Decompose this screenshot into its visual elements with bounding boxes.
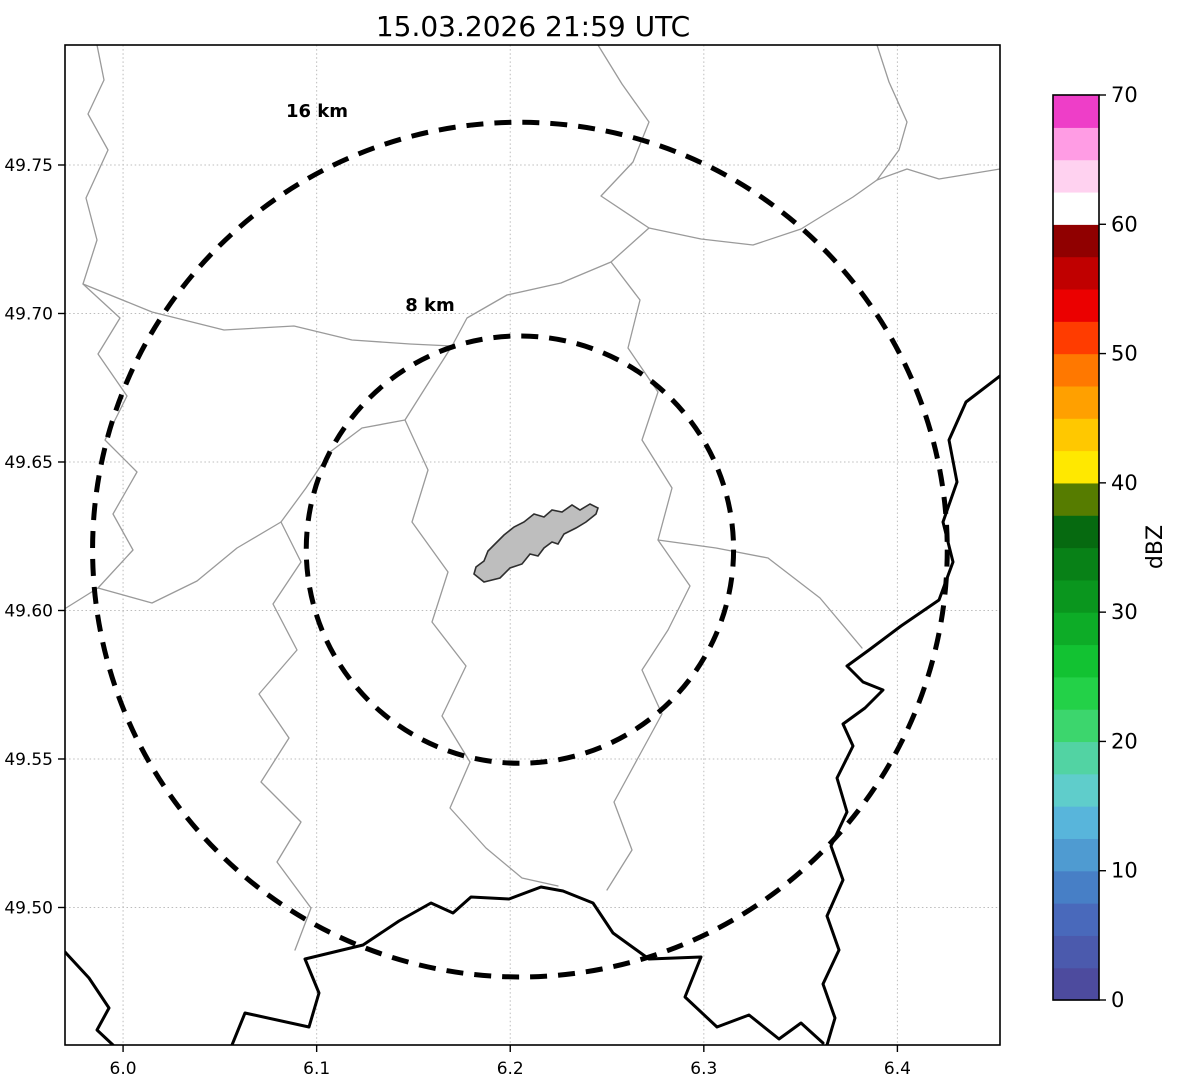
- y-tick-label: 49.60: [4, 601, 53, 621]
- colorbar-band: [1053, 967, 1099, 1001]
- plot-frame: [64, 44, 1001, 1046]
- colorbar-band: [1053, 547, 1099, 581]
- x-tick-label: 6.0: [110, 1059, 137, 1079]
- y-tick-label: 49.65: [4, 453, 53, 473]
- colorbar-tick-label: 10: [1111, 859, 1138, 883]
- axis-ticks: 6.0 6.1 6.2 6.3 6.4 49.75 49.70 49.65 49.60 49.55…: [4, 156, 911, 1079]
- range-ring-circle: [303, 333, 737, 766]
- colorbar-label: dBZ: [1143, 525, 1168, 569]
- colorbar-tick-label: 0: [1111, 988, 1124, 1012]
- colorbar-band: [1053, 418, 1099, 452]
- colorbar-band: [1053, 224, 1099, 258]
- colorbar-band: [1053, 644, 1099, 678]
- colorbar-band: [1053, 838, 1099, 872]
- colorbar-tick-label: 40: [1111, 471, 1138, 495]
- gridlines: [65, 45, 1000, 1045]
- minor-boundary-line: [606, 261, 691, 891]
- colorbar-band: [1053, 191, 1099, 225]
- minor-boundary-line: [648, 168, 1000, 246]
- colorbar-band: [1053, 903, 1099, 936]
- colorbar-band: [1053, 159, 1099, 193]
- colorbar-band: [1053, 256, 1099, 290]
- colorbar-band: [1053, 95, 1099, 128]
- colorbar-band: [1053, 288, 1099, 322]
- y-tick-label: 49.50: [4, 898, 53, 918]
- x-tick-label: 6.2: [497, 1059, 524, 1079]
- country-border-line: [821, 374, 1000, 1045]
- colorbar-band: [1053, 676, 1099, 710]
- minor-boundary-line: [258, 521, 312, 951]
- minor-boundary-line: [404, 419, 559, 887]
- range-ring-label: 8 km: [405, 295, 455, 316]
- colorbar-band: [1053, 450, 1099, 484]
- x-tick-label: 6.3: [690, 1059, 717, 1079]
- x-tick-label: 6.4: [884, 1059, 911, 1079]
- y-tick-label: 49.70: [4, 304, 53, 324]
- city-boundary-polygon: [473, 503, 599, 583]
- minor-boundary-line: [65, 45, 138, 609]
- country-border-line: [65, 950, 115, 1045]
- colorbar-tick-label: 50: [1111, 342, 1138, 366]
- range-ring-circle: [90, 119, 950, 980]
- colorbar-band: [1053, 515, 1099, 549]
- colorbar-band: [1053, 935, 1099, 969]
- y-tick-label: 49.55: [4, 750, 53, 770]
- minor-boundary-line: [657, 539, 863, 649]
- colorbar-outline: [1052, 94, 1100, 1001]
- y-tick-label: 49.75: [4, 156, 53, 176]
- colorbar-band: [1053, 321, 1099, 355]
- colorbar-tick-label: 60: [1111, 212, 1138, 236]
- colorbar-tick-label: 20: [1111, 729, 1138, 753]
- country-border-line: [230, 885, 825, 1045]
- colorbar-band: [1053, 709, 1099, 743]
- colorbar-band: [1053, 806, 1099, 839]
- colorbar-band: [1053, 870, 1099, 904]
- colorbar-band: [1053, 741, 1099, 775]
- colorbar-tick-label: 70: [1111, 83, 1138, 107]
- colorbar-band: [1053, 482, 1099, 516]
- range-ring-label: 16 km: [286, 101, 348, 122]
- colorbar: 0 10 20 30 40 50 60 70: [1052, 83, 1138, 1012]
- colorbar-band: [1053, 127, 1099, 161]
- x-tick-label: 6.1: [303, 1059, 330, 1079]
- colorbar-band: [1053, 353, 1099, 387]
- minor-boundary-line: [876, 45, 908, 181]
- colorbar-band: [1053, 579, 1099, 613]
- minor-boundary-line: [82, 283, 453, 347]
- plot-title: 15.03.2026 21:59 UTC: [376, 10, 690, 43]
- colorbar-band: [1053, 612, 1099, 646]
- colorbar-tick-label: 30: [1111, 600, 1138, 624]
- range-rings: 16 km 8 km: [90, 101, 950, 980]
- colorbar-band: [1053, 773, 1099, 807]
- colorbar-band: [1053, 385, 1099, 419]
